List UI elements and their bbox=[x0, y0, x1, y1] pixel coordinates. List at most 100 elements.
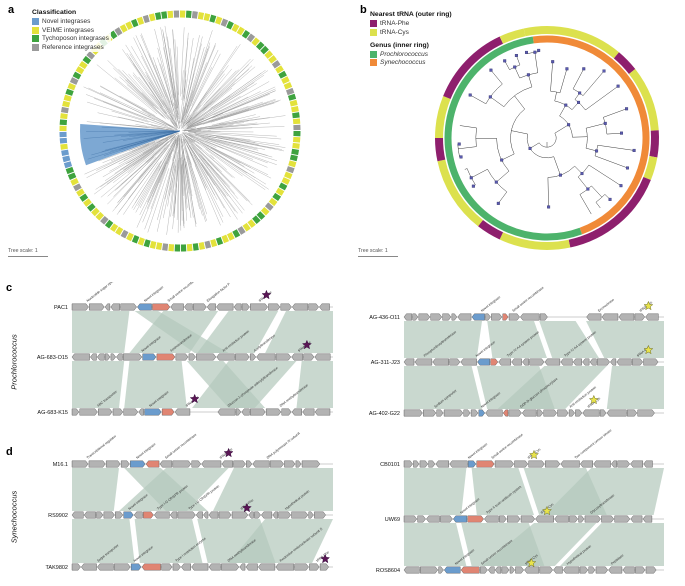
gene-arrow bbox=[545, 460, 561, 468]
legend-item-pro: Prochlorococcus bbox=[370, 50, 452, 58]
tree-branch bbox=[203, 116, 261, 128]
legend-item-novel: Novel integrases bbox=[32, 18, 109, 25]
gene-arrow bbox=[130, 563, 142, 571]
classification-ring-segment bbox=[62, 155, 71, 163]
tree-branch bbox=[187, 113, 223, 128]
classification-ring-segment bbox=[82, 55, 92, 65]
tree-branch bbox=[147, 168, 170, 233]
tree-branch bbox=[187, 118, 205, 128]
synteny-ribbon bbox=[539, 321, 599, 358]
gene-arrow bbox=[159, 460, 173, 468]
gene-arrow bbox=[435, 460, 449, 468]
tree-branch bbox=[139, 142, 175, 209]
node-marker bbox=[625, 107, 629, 111]
gene-arrow bbox=[104, 353, 111, 361]
tree-branch bbox=[180, 37, 194, 123]
tree-branch bbox=[206, 88, 276, 120]
gene-arrow bbox=[216, 353, 235, 361]
classification-ring-segment bbox=[65, 88, 74, 96]
legend-label-syn: Synechococcus bbox=[380, 59, 426, 66]
gene-label: Small serine recombinase bbox=[164, 433, 197, 460]
trna-star-purple bbox=[223, 447, 234, 458]
tree-branch bbox=[190, 42, 211, 102]
tree-branch bbox=[496, 170, 510, 183]
gene-arrow bbox=[572, 358, 582, 366]
node-marker bbox=[578, 91, 582, 95]
gene-arrow bbox=[218, 511, 232, 519]
tree-branch bbox=[86, 94, 167, 126]
trna-ring-segment bbox=[523, 26, 619, 59]
classification-ring-segment bbox=[291, 105, 299, 113]
tree-branch bbox=[129, 57, 164, 109]
legend-label-ref: Reference integrases bbox=[42, 43, 104, 51]
gene-arrow bbox=[476, 460, 495, 468]
gene-arrow bbox=[490, 358, 499, 366]
tree-branch bbox=[182, 150, 190, 211]
tree-branch bbox=[216, 136, 286, 148]
gene-arrow bbox=[588, 566, 596, 574]
legend-item-veime: VEIME integrases bbox=[32, 26, 109, 34]
gene-label: Small serine recombinase bbox=[167, 282, 200, 303]
tree-branch bbox=[191, 146, 229, 197]
classification-ring-segment bbox=[86, 203, 96, 212]
tree-branch bbox=[210, 141, 277, 165]
gene-arrow bbox=[471, 313, 485, 321]
tree-branch bbox=[184, 105, 201, 124]
gene-arrow bbox=[580, 460, 593, 468]
tree-branch bbox=[191, 141, 235, 179]
tree-branch bbox=[554, 100, 573, 110]
tree-branch bbox=[184, 78, 237, 127]
node-marker bbox=[547, 205, 551, 209]
tree-branch bbox=[585, 128, 588, 149]
gene-arrow bbox=[485, 409, 503, 417]
classification-ring-segment bbox=[291, 148, 300, 156]
node-marker bbox=[503, 59, 507, 63]
tree-branch bbox=[155, 64, 171, 103]
synteny-ribbon bbox=[586, 321, 664, 358]
tree-branch bbox=[498, 191, 508, 204]
tree-branch bbox=[98, 139, 160, 162]
classification-ring-segment bbox=[232, 229, 241, 238]
classification-ring-segment bbox=[226, 232, 235, 241]
tree-branch bbox=[559, 68, 568, 93]
gene-arrow bbox=[208, 511, 219, 519]
tree-branch bbox=[187, 125, 194, 128]
gene-arrow bbox=[123, 511, 134, 519]
tree-branch bbox=[202, 138, 268, 164]
tree-branch bbox=[180, 27, 185, 97]
gene-arrow bbox=[460, 358, 477, 366]
gene-label: Small serine recombinase bbox=[511, 286, 544, 313]
synteny-ribbon bbox=[124, 361, 187, 408]
tree-branch bbox=[209, 126, 285, 130]
tree-branch bbox=[150, 138, 177, 194]
gene-arrow bbox=[426, 515, 440, 523]
gene-arrow bbox=[181, 563, 191, 571]
gene-arrow bbox=[578, 515, 585, 523]
synteny-ribbon bbox=[129, 311, 219, 353]
gene-arrow bbox=[515, 566, 524, 574]
synteny-ribbon bbox=[134, 519, 203, 563]
gene-arrow bbox=[634, 313, 645, 321]
classification-ring-segment bbox=[242, 222, 251, 232]
gene-arrow bbox=[403, 313, 413, 321]
gene-arrow bbox=[479, 566, 488, 574]
classification-ring-segment bbox=[95, 211, 105, 221]
tree-branch bbox=[159, 167, 166, 183]
gene-arrow bbox=[216, 303, 234, 311]
gene-arrow bbox=[71, 511, 84, 519]
tree-branch bbox=[179, 139, 181, 231]
trna-phylogeny bbox=[435, 26, 659, 250]
gene-arrow bbox=[191, 563, 209, 571]
tree-branch bbox=[172, 29, 179, 106]
gene-arrow bbox=[403, 358, 415, 366]
classification-ring-segment bbox=[260, 45, 269, 55]
tree-branch bbox=[207, 159, 248, 202]
gene-arrow bbox=[553, 566, 563, 574]
gene-arrow bbox=[642, 515, 653, 523]
gene-arrow bbox=[501, 566, 510, 574]
tree-branch bbox=[132, 74, 175, 125]
gene-label: Novel integrase bbox=[480, 295, 501, 313]
gene-arrow bbox=[569, 515, 578, 523]
classification-ring-segment bbox=[192, 243, 199, 251]
tree-branch bbox=[128, 143, 150, 151]
